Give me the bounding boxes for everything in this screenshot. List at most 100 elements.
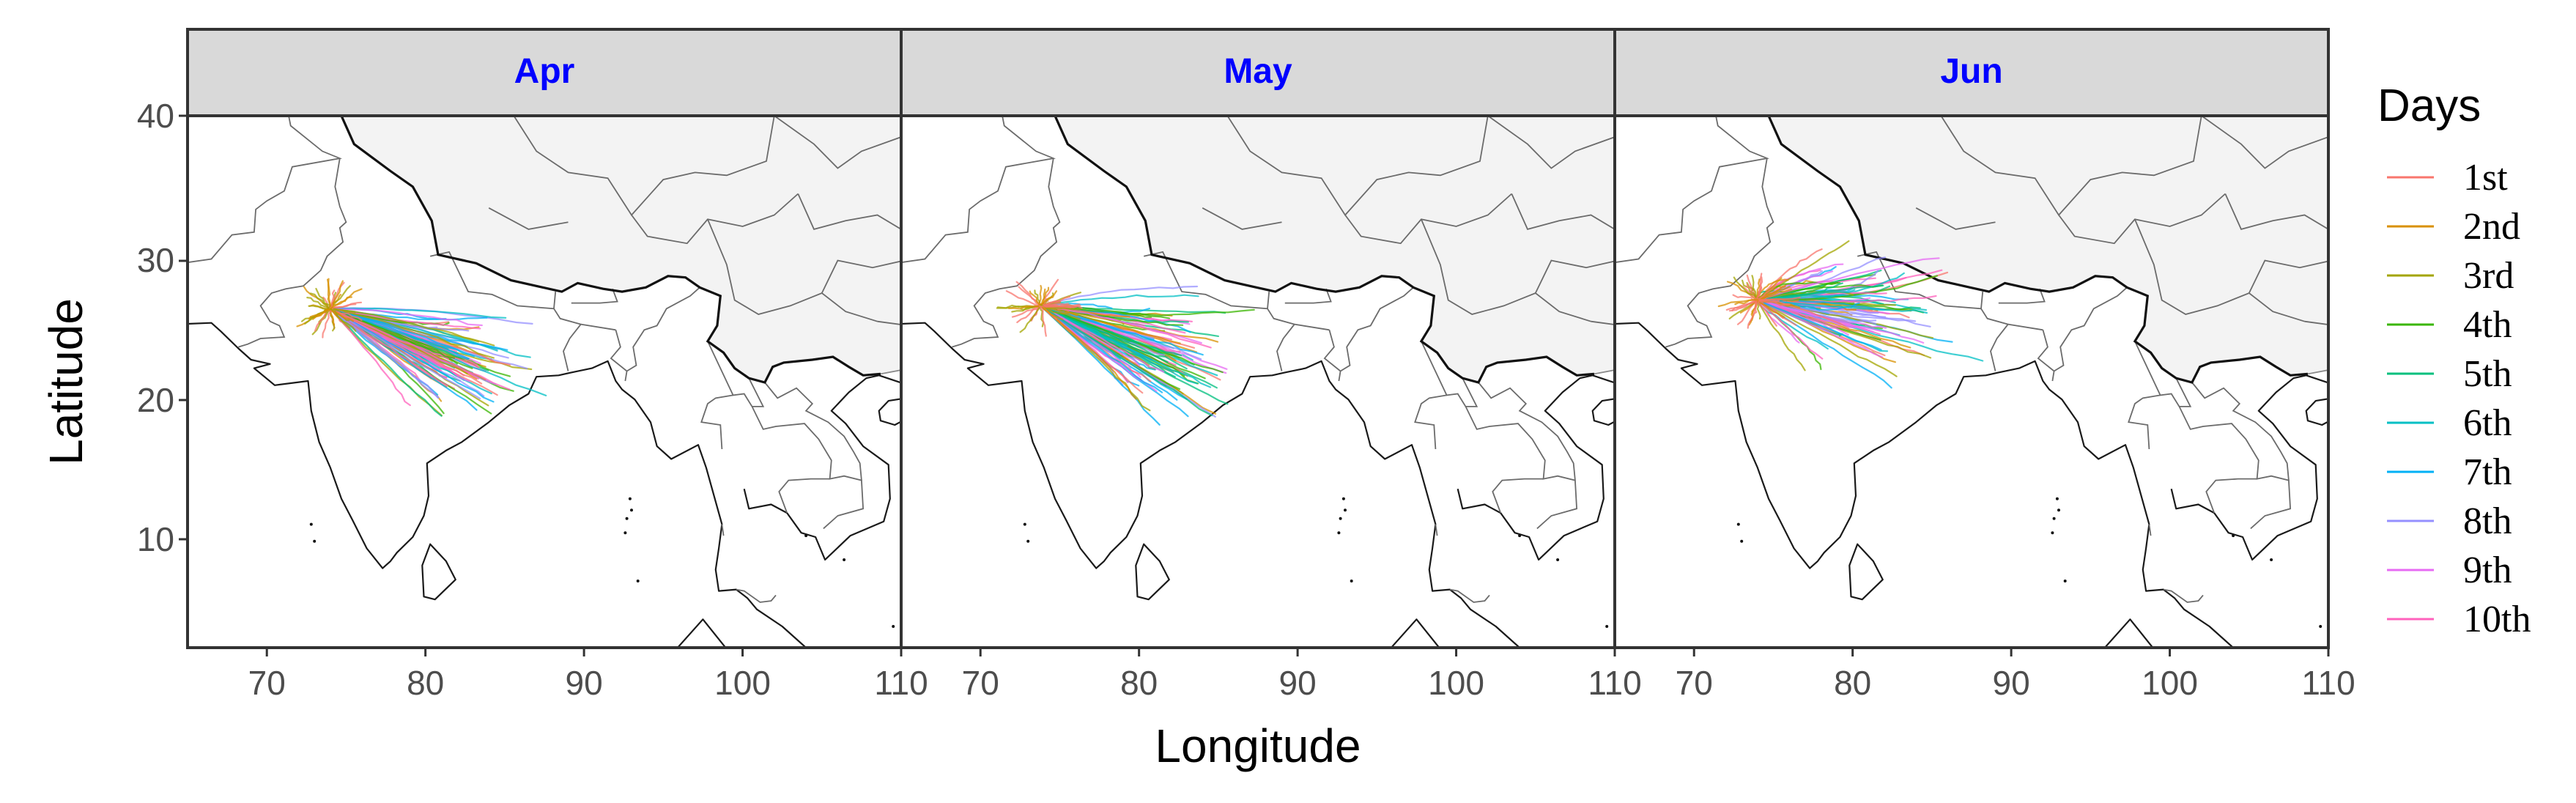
province-border: [2304, 320, 2328, 325]
island-dot: [1605, 625, 1609, 628]
island-dot: [2063, 580, 2067, 582]
facet-strip-may: [901, 29, 1615, 116]
country-border: [700, 394, 733, 450]
x-tick-label: 110: [874, 664, 928, 702]
country-border: [1492, 478, 1544, 514]
island-dot: [1341, 497, 1345, 500]
coastline: [743, 374, 901, 561]
trajectory-line: [328, 306, 356, 314]
trajectory-line: [1717, 299, 1759, 308]
trajectory-line: [1040, 294, 1199, 307]
facet-label-may: May: [1224, 52, 1292, 91]
y-tick-label-10: 10: [137, 520, 174, 558]
trajectory-line: [329, 308, 495, 403]
province-border: [821, 259, 901, 294]
trajectory-line: [1756, 279, 1786, 301]
country-border: [626, 286, 700, 372]
x-axis-title: Longitude: [1155, 719, 1361, 772]
country-border: [553, 308, 582, 371]
province-border: [2224, 193, 2328, 230]
sri-lanka-outline: [1135, 543, 1170, 601]
country-border: [1284, 288, 1332, 304]
y-tick-label-20: 20: [137, 381, 174, 419]
legend: Days 1st 2nd 3rd 4th 5th 6th 7th 8th 9th 10th: [2377, 81, 2531, 640]
trajectory-line: [329, 308, 411, 407]
trajectory-line: [1733, 276, 1760, 302]
y-tick-label-30: 30: [137, 241, 174, 279]
x-axis: 70 80 90 100 110 70 80 90 100 110 70 80 90 100 110: [248, 648, 2355, 702]
trajectory-line: [1756, 299, 1898, 377]
trajectory-line: [1040, 305, 1139, 344]
legend-label: 7th: [2463, 451, 2512, 493]
trajectory-line: [1755, 286, 1762, 302]
trajectory-line: [1756, 299, 1874, 333]
country-border: [1998, 288, 2046, 304]
province-border: [2201, 116, 2328, 169]
province-border: [1534, 259, 1615, 294]
coastline: [188, 322, 807, 648]
country-border: [1294, 323, 1330, 331]
island-dot: [892, 625, 895, 628]
legend-label: 3rd: [2463, 255, 2514, 297]
country-border: [188, 116, 343, 264]
sri-lanka-outline: [1848, 543, 1884, 601]
china-border: [340, 116, 881, 384]
trajectory-line: [1040, 305, 1213, 417]
trajectory-line: [1005, 290, 1042, 308]
trajectory-line: [1039, 300, 1061, 306]
trajectory-line: [1040, 305, 1224, 374]
country-border: [901, 116, 1056, 264]
province-border: [797, 193, 901, 230]
island-dot: [2051, 531, 2054, 535]
province-border: [707, 218, 878, 322]
country-border: [952, 158, 1061, 348]
country-border: [1340, 286, 1414, 372]
trajectory-line: [1040, 305, 1255, 317]
trajectory-line: [1756, 299, 1882, 351]
china-border: [1767, 116, 2309, 384]
trajectory-line: [1040, 304, 1082, 310]
legend-label: 4th: [2463, 304, 2512, 346]
facet-strip-apr: [188, 29, 901, 116]
country-border: [1615, 116, 1770, 264]
country-border: [748, 377, 765, 407]
coastline: [1615, 322, 2235, 648]
province-border: [1421, 218, 1591, 322]
legend-label: 9th: [2463, 549, 2512, 591]
y-axis: 10 20 30 40 Latitude: [40, 97, 188, 558]
base-map-jun: [1615, 116, 2328, 648]
trajectory-line: [330, 308, 357, 332]
china-border: [1054, 116, 1595, 384]
trajectory-line: [1756, 275, 1938, 301]
trajectory-line: [1039, 305, 1083, 309]
country-border: [580, 323, 616, 331]
trajectory-line: [1040, 305, 1137, 400]
trajectory-line: [1018, 286, 1043, 307]
island-dot: [1339, 517, 1342, 520]
country-border: [1435, 524, 1438, 536]
base-map-may: [901, 116, 1615, 648]
legend-label: 5th: [2463, 353, 2512, 395]
trajectories-apr: [296, 278, 547, 417]
x-tick-label: 80: [407, 664, 444, 702]
trajectory-line: [329, 301, 363, 311]
trajectory-line: [327, 278, 332, 310]
island-dot: [309, 522, 313, 526]
trajectory-line: [1756, 299, 1806, 371]
country-border: [2163, 588, 2204, 603]
island-dot: [1344, 508, 1347, 512]
island-dot: [1337, 531, 1341, 535]
trajectory-line: [1756, 299, 1780, 303]
trajectory-line: [306, 297, 330, 310]
country-border: [2205, 478, 2257, 514]
province-border: [513, 116, 775, 216]
trajectory-line: [1757, 288, 1792, 302]
trajectory-line: [1038, 286, 1050, 306]
island-dot: [630, 508, 633, 512]
legend-label: 6th: [2463, 402, 2512, 444]
trajectory-line: [1040, 305, 1198, 385]
coastline: [1457, 374, 1615, 561]
country-border: [707, 341, 865, 530]
trajectory-line: [329, 288, 363, 310]
hainan-outline: [1591, 398, 1615, 426]
